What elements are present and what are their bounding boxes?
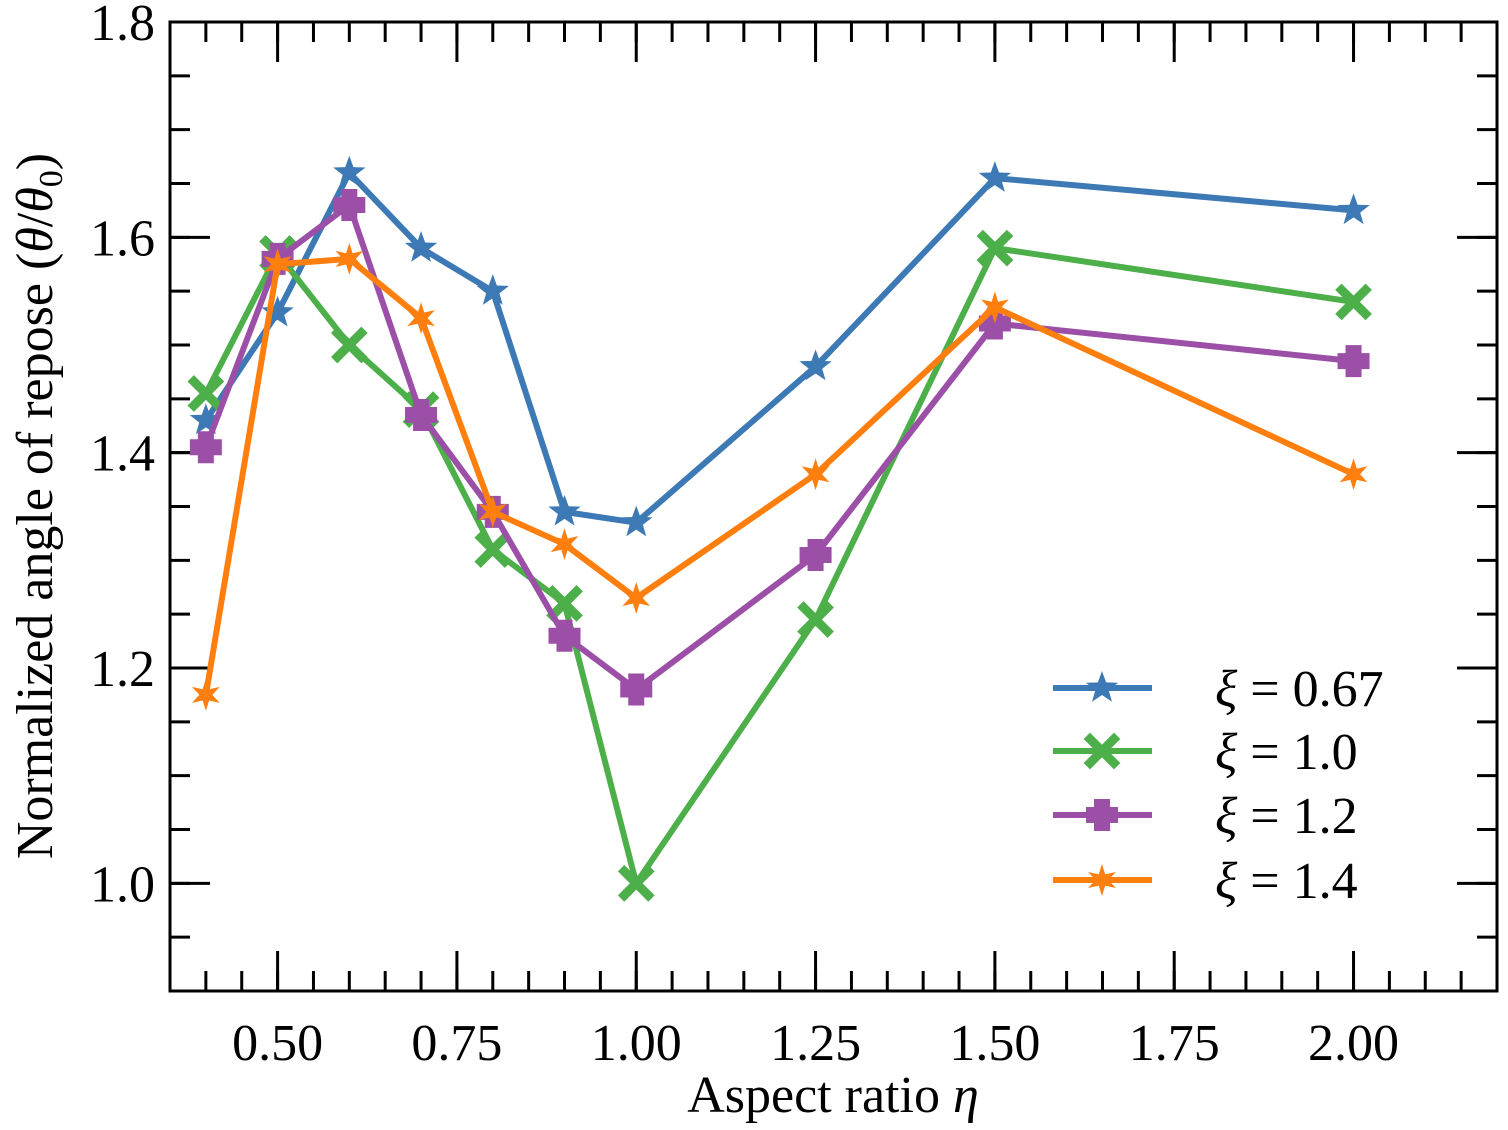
data-point xyxy=(799,538,832,571)
data-point xyxy=(976,229,1014,267)
x-tick-labels: 0.50 0.75 1.00 1.25 1.50 1.75 2.00 xyxy=(232,1015,1399,1072)
legend-label: ξ = 1.2 xyxy=(1215,788,1358,845)
y-tick-label: 1.0 xyxy=(90,856,155,913)
data-point xyxy=(978,161,1012,192)
legend-item: ξ = 1.0 xyxy=(1053,724,1358,781)
data-point xyxy=(1339,458,1368,491)
data-point xyxy=(1337,193,1370,225)
data-point xyxy=(192,678,220,711)
data-point xyxy=(797,601,834,638)
data-point xyxy=(548,494,581,526)
legend-marker xyxy=(1086,799,1118,831)
data-point xyxy=(478,495,507,528)
data-point xyxy=(1337,345,1370,378)
legend-item: ξ = 1.4 xyxy=(1053,853,1358,910)
y-tick-label: 1.2 xyxy=(90,641,155,698)
y-tick-labels: 1.0 1.2 1.4 1.6 1.8 xyxy=(90,0,155,913)
legend-marker xyxy=(1083,732,1121,770)
data-point xyxy=(1335,283,1372,321)
y-axis-label: Normalized angle of repose (θ/θ0) xyxy=(7,153,70,859)
data-point xyxy=(187,375,225,412)
legend-label: ξ = 1.4 xyxy=(1215,853,1358,910)
legend-item: ξ = 1.2 xyxy=(1053,788,1358,845)
x-tick-label: 1.50 xyxy=(949,1015,1040,1072)
data-point xyxy=(801,458,830,491)
x-tick-label: 1.00 xyxy=(591,1015,682,1072)
plot-frame xyxy=(168,20,1499,993)
series-2 xyxy=(187,229,1372,902)
x-tick-label: 1.75 xyxy=(1129,1015,1220,1072)
data-point xyxy=(263,248,292,281)
data-point xyxy=(330,326,368,364)
data-point xyxy=(189,431,222,464)
data-point xyxy=(407,302,435,335)
series-line xyxy=(202,255,1357,698)
series-1 xyxy=(189,155,1370,537)
data-point xyxy=(620,673,653,706)
x-tick-label: 0.75 xyxy=(411,1015,502,1072)
data-point xyxy=(333,189,366,222)
legend: ξ = 0.67 ξ = 1.0 ξ = 1.2 ξ = 1.4 xyxy=(1053,661,1384,910)
data-point xyxy=(474,531,512,568)
series-line xyxy=(202,202,1357,693)
y-tick-label: 1.4 xyxy=(90,426,155,483)
data-point xyxy=(546,585,583,622)
axes-ticks xyxy=(170,22,1497,991)
data-point xyxy=(981,291,1009,324)
legend-label: ξ = 1.0 xyxy=(1215,724,1358,781)
series-layer xyxy=(187,155,1372,902)
series-line xyxy=(202,169,1357,526)
y-tick-label: 1.6 xyxy=(90,210,155,267)
data-point xyxy=(405,398,438,431)
x-tick-label: 0.50 xyxy=(232,1015,323,1072)
data-point xyxy=(189,403,223,435)
data-point xyxy=(335,242,364,275)
x-tick-label: 1.25 xyxy=(770,1015,861,1072)
data-point xyxy=(548,619,581,652)
x-axis-label: Aspect ratio η xyxy=(687,1067,978,1124)
legend-item: ξ = 0.67 xyxy=(1053,661,1384,718)
data-point xyxy=(261,295,294,327)
data-point xyxy=(620,505,653,537)
data-point xyxy=(333,155,366,187)
data-point xyxy=(799,349,832,381)
data-point xyxy=(476,274,509,305)
series-4 xyxy=(192,242,1368,711)
y-tick-label: 1.8 xyxy=(90,0,155,52)
data-point xyxy=(404,231,438,262)
legend-label: ξ = 0.67 xyxy=(1215,661,1384,718)
data-point xyxy=(622,582,651,615)
legend-marker xyxy=(1088,864,1116,896)
legend-marker xyxy=(1085,671,1119,702)
series-3 xyxy=(189,189,1370,706)
data-point xyxy=(617,864,655,902)
data-point xyxy=(550,528,579,561)
x-tick-label: 2.00 xyxy=(1308,1015,1399,1072)
